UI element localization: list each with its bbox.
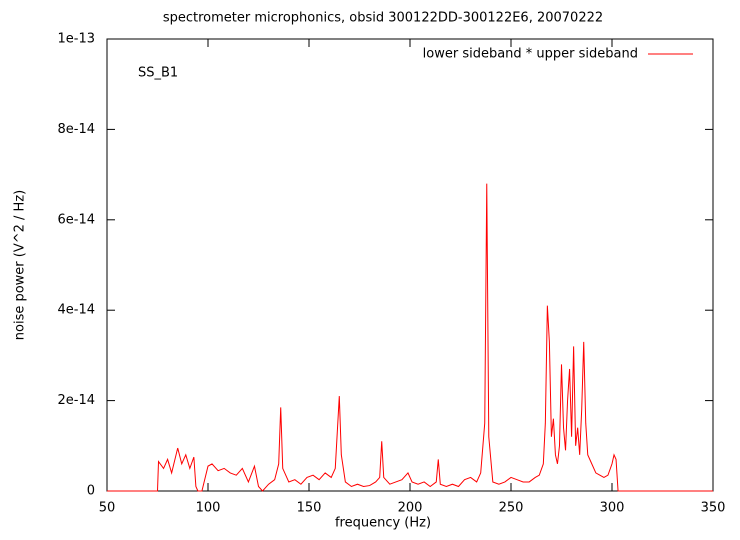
x-tick-label: 350 [701,501,726,516]
x-axis-label: frequency (Hz) [335,516,431,531]
y-tick-label: 8e-14 [57,122,95,137]
legend-label: lower sideband * upper sideband [423,47,638,62]
data-line [107,183,713,492]
x-tick-label: 250 [499,501,524,516]
annotation: SS_B1 [138,66,178,81]
y-tick-label: 0 [87,484,95,499]
x-tick-label: 150 [297,501,322,516]
x-tick-label: 100 [196,501,221,516]
x-tick-label: 200 [398,501,423,516]
y-tick-label: 6e-14 [57,212,95,227]
y-tick-label: 4e-14 [57,303,95,318]
chart-title: spectrometer microphonics, obsid 300122D… [163,11,603,26]
plot-frame [106,38,714,492]
y-tick-label: 2e-14 [57,393,95,408]
y-axis-label: noise power (V^2 / Hz) [13,190,28,340]
x-tick-label: 300 [600,501,625,516]
y-tick-label: 1e-13 [57,32,95,47]
x-tick-label: 50 [99,501,116,516]
